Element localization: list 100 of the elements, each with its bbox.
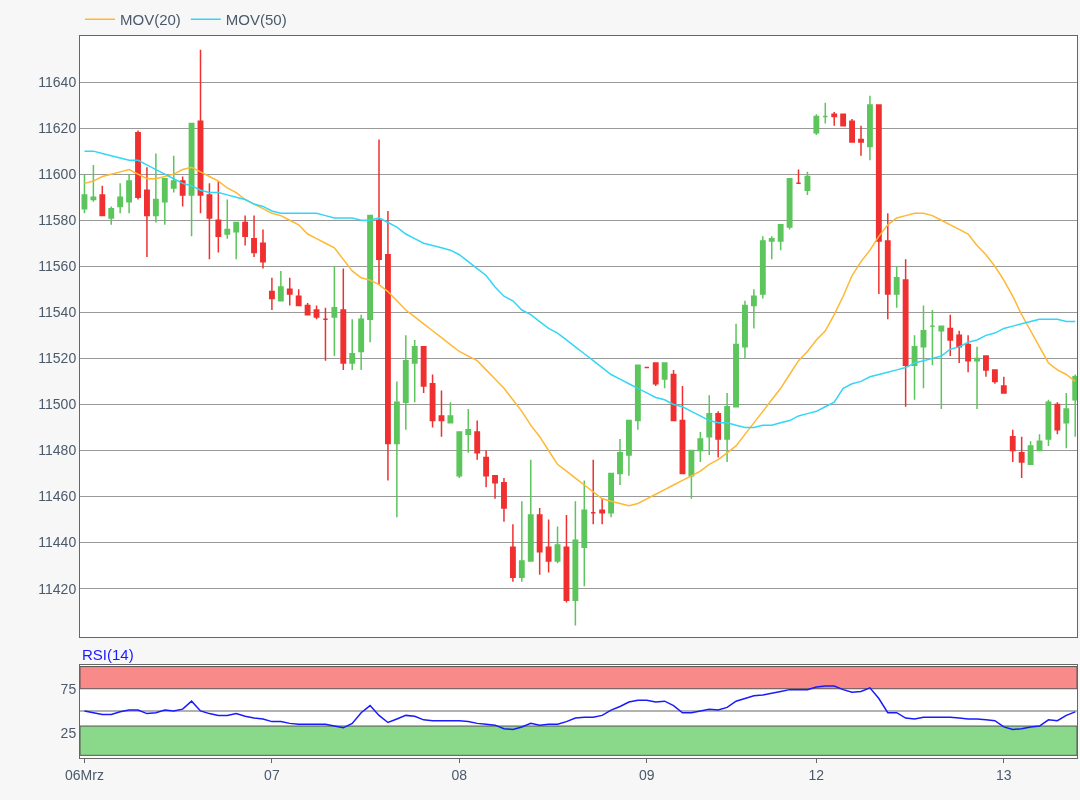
candlestick [884,212,891,320]
candlestick [385,210,391,482]
candlestick [135,129,141,201]
candlestick [1027,440,1034,466]
candlestick [161,178,168,226]
candlestick [1009,429,1016,463]
x-tick-label: 09 [638,766,655,783]
candlestick [483,449,490,489]
candlestick [750,288,757,330]
line-series [83,150,1076,429]
candlestick [554,525,561,565]
candlestick [875,104,882,295]
legend-label: MOV(20) [120,11,181,29]
candlestick [402,334,409,431]
candlestick [795,168,802,185]
candlestick [126,173,133,215]
candlestick [536,507,543,576]
candlestick [501,477,507,523]
candlestick [947,313,954,357]
candlestick [518,500,525,583]
y-tick-label: 11560 [38,258,77,275]
candlestick [608,472,615,519]
candlestick [759,235,766,300]
y-tick-label: 11500 [38,396,77,413]
candlestick [331,265,338,357]
candlestick [260,228,266,270]
x-tick-label: 13 [996,766,1012,783]
candlestick [938,325,945,410]
candlestick [983,355,989,378]
x-tick-label: 12 [808,766,825,783]
candlestick [617,438,623,486]
candlestick [545,518,552,574]
candlestick [786,178,793,231]
y-tick-label: 11640 [38,73,77,90]
candlestick [777,224,784,251]
candlestick [295,288,302,307]
candlestick [215,180,222,254]
y-tick-label: 11440 [38,534,77,551]
candlestick [634,364,641,431]
candlestick [527,458,534,562]
candlestick [108,205,115,226]
candlestick [393,380,400,519]
candlestick [733,323,739,408]
candlestick [724,392,731,463]
candlestick [90,164,97,203]
x-tick-label: 06Mrz [65,766,104,783]
candlestick [465,408,472,454]
candlestick [697,431,704,463]
candlestick [652,362,659,387]
candlestick [742,300,748,360]
y-tick-label: 11420 [38,580,77,597]
candlestick [340,267,347,371]
candlestick [1018,435,1025,479]
candlestick [117,182,124,215]
candlestick [376,138,382,286]
candlestick [893,265,900,309]
candlestick [858,125,864,157]
candlestick [965,334,972,373]
y-tick-label: 11460 [38,488,77,505]
y-tick-label: 75 [60,680,77,697]
candlestick [268,277,275,311]
candlestick [438,389,445,438]
candlestick [429,373,436,429]
candlestick [188,122,195,238]
candlestick [179,175,186,208]
candlestick [911,334,918,401]
candlestick [358,313,365,371]
y-tick-label: 11600 [38,166,77,183]
y-tick-label: 11580 [38,212,77,229]
candlestick [902,258,909,408]
candlestick [991,369,998,385]
x-tick-label: 08 [451,766,468,783]
line-series [83,166,1076,507]
candlestick [831,111,838,127]
candlestick [492,475,498,500]
candlestick [715,410,722,459]
candlestick [420,346,427,394]
candlestick [1000,376,1007,394]
candlestick [849,118,856,143]
candlestick [670,369,677,422]
candlestick [572,500,579,627]
candlestick [581,479,588,588]
candlestick [929,309,936,367]
candlestick [920,304,927,390]
candlestick [304,302,311,316]
y-tick-label: 11480 [38,442,77,459]
x-tick-label: 07 [264,766,280,783]
candlestick [1072,373,1077,438]
candlestick [706,394,713,456]
candlestick [509,523,516,583]
candlestick [349,318,356,371]
candlestick [224,198,231,240]
candlestick [768,235,775,261]
candlestick [822,102,829,125]
y-tick-label: 11520 [38,350,77,367]
candlestick [599,498,606,525]
candlestick [840,113,847,127]
candlestick [367,214,374,344]
candlestick [170,154,177,194]
candlestick [242,214,249,247]
